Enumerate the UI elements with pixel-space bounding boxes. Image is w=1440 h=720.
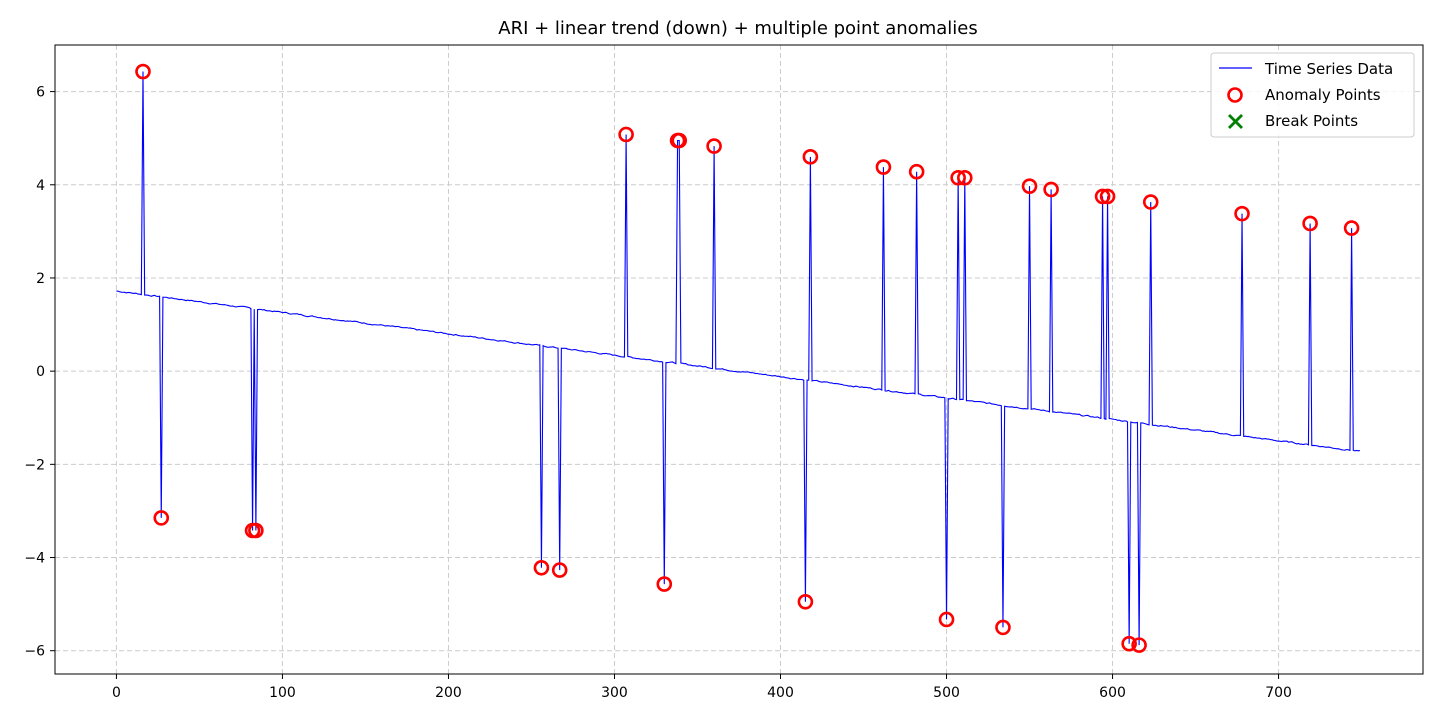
y-tick-label: −6 — [24, 644, 45, 660]
anomaly-point — [1142, 194, 1159, 210]
anomaly-point — [938, 611, 955, 628]
anomaly-point — [706, 138, 722, 154]
plot-area — [116, 63, 1360, 653]
x-tick-label: 0 — [112, 685, 121, 701]
anomaly-point — [875, 159, 892, 175]
legend-box — [1210, 52, 1415, 138]
anomaly-point — [1121, 635, 1137, 652]
x-tick-label: 200 — [435, 685, 462, 701]
anomaly-point — [802, 149, 819, 165]
legend-label-anomaly-points: Anomaly Points — [1265, 86, 1381, 104]
anomaly-point — [950, 169, 966, 186]
x-tick-label: 400 — [767, 685, 794, 701]
anomaly-point — [908, 163, 925, 180]
x-tick-label: 100 — [269, 685, 296, 701]
anomaly-point — [551, 562, 568, 578]
anomaly-point — [1234, 205, 1250, 222]
x-tick-label: 700 — [1265, 685, 1292, 701]
x-tick-label: 500 — [933, 685, 960, 701]
y-tick-label: −4 — [24, 551, 45, 567]
anomaly-point — [153, 510, 170, 526]
x-tick-label: 600 — [1099, 685, 1126, 701]
anomaly-point — [956, 169, 973, 186]
anomaly-point — [135, 63, 151, 80]
legend-anomaly-marker — [1227, 87, 1243, 103]
anomaly-point — [533, 559, 550, 576]
anomaly-point — [1099, 188, 1116, 205]
x-tick-label: 300 — [601, 685, 628, 701]
y-tick-label: 4 — [36, 178, 45, 194]
anomaly-point — [1043, 181, 1059, 198]
legend: Time Series Data Anomaly Points Break Po… — [1210, 52, 1415, 138]
legend-label-break-points: Break Points — [1265, 112, 1358, 130]
anomaly-point — [1131, 637, 1147, 653]
time-series-line — [116, 71, 1360, 646]
legend-label-time-series: Time Series Data — [1264, 60, 1393, 78]
y-tick-label: 0 — [36, 364, 45, 380]
anomaly-point — [995, 619, 1011, 636]
axes-ticks: 0 100 200 300 400 500 600 700 −6 −4 −2 0 2 4 6 — [24, 85, 1292, 701]
grid — [55, 45, 1423, 674]
legend-break-marker — [1228, 114, 1243, 129]
plot-frame — [54, 44, 1424, 675]
anomaly-point — [1343, 220, 1360, 236]
y-tick-label: −2 — [24, 457, 45, 473]
y-tick-label: 2 — [36, 271, 45, 287]
anomaly-point — [797, 593, 814, 610]
anomaly-point — [656, 576, 673, 592]
y-tick-label: 6 — [36, 85, 45, 101]
anomaly-point — [618, 126, 634, 143]
chart-title: ARI + linear trend (down) + multiple poi… — [498, 18, 977, 39]
anomaly-point — [671, 132, 688, 149]
anomaly-point — [1094, 188, 1111, 205]
anomaly-point — [1021, 178, 1038, 194]
anomaly-point — [1302, 215, 1318, 232]
anomaly-point — [248, 522, 264, 539]
